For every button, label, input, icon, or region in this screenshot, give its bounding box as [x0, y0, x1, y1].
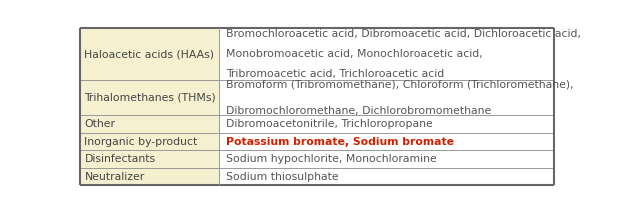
Text: Bromoform (Tribromomethane), Chloroform (Trichloromethane),: Bromoform (Tribromomethane), Chloroform … — [226, 80, 574, 89]
Bar — [219, 150, 554, 168]
Bar — [80, 80, 219, 115]
Bar — [80, 150, 219, 168]
Bar — [219, 28, 554, 80]
Text: Dibromoacetonitrile, Trichloropropane: Dibromoacetonitrile, Trichloropropane — [226, 119, 433, 129]
Text: Sodium thiosulphate: Sodium thiosulphate — [226, 172, 338, 182]
Bar — [80, 168, 219, 185]
Bar — [219, 80, 554, 115]
Text: Inorganic by-product: Inorganic by-product — [85, 137, 198, 147]
Text: Trihalomethanes (THMs): Trihalomethanes (THMs) — [85, 93, 216, 103]
Bar — [219, 115, 554, 133]
Bar — [80, 115, 219, 133]
Text: Sodium hypochlorite, Monochloramine: Sodium hypochlorite, Monochloramine — [226, 154, 436, 164]
Text: Other: Other — [85, 119, 116, 129]
Bar — [219, 133, 554, 150]
Text: Disinfectants: Disinfectants — [85, 154, 156, 164]
Text: Bromochloroacetic acid, Dibromoacetic acid, Dichloroacetic acid,: Bromochloroacetic acid, Dibromoacetic ac… — [226, 29, 581, 39]
Text: Dibromochloromethane, Dichlorobromomethane: Dibromochloromethane, Dichlorobromometha… — [226, 106, 491, 116]
Text: Monobromoacetic acid, Monochloroacetic acid,: Monobromoacetic acid, Monochloroacetic a… — [226, 49, 483, 59]
Bar — [80, 28, 219, 80]
Text: Tribromoacetic acid, Trichloroacetic acid: Tribromoacetic acid, Trichloroacetic aci… — [226, 69, 444, 79]
Text: Neutralizer: Neutralizer — [85, 172, 145, 182]
Text: Potassium bromate, Sodium bromate: Potassium bromate, Sodium bromate — [226, 137, 454, 147]
Text: Haloacetic acids (HAAs): Haloacetic acids (HAAs) — [85, 49, 214, 59]
Bar — [219, 168, 554, 185]
Bar — [80, 133, 219, 150]
